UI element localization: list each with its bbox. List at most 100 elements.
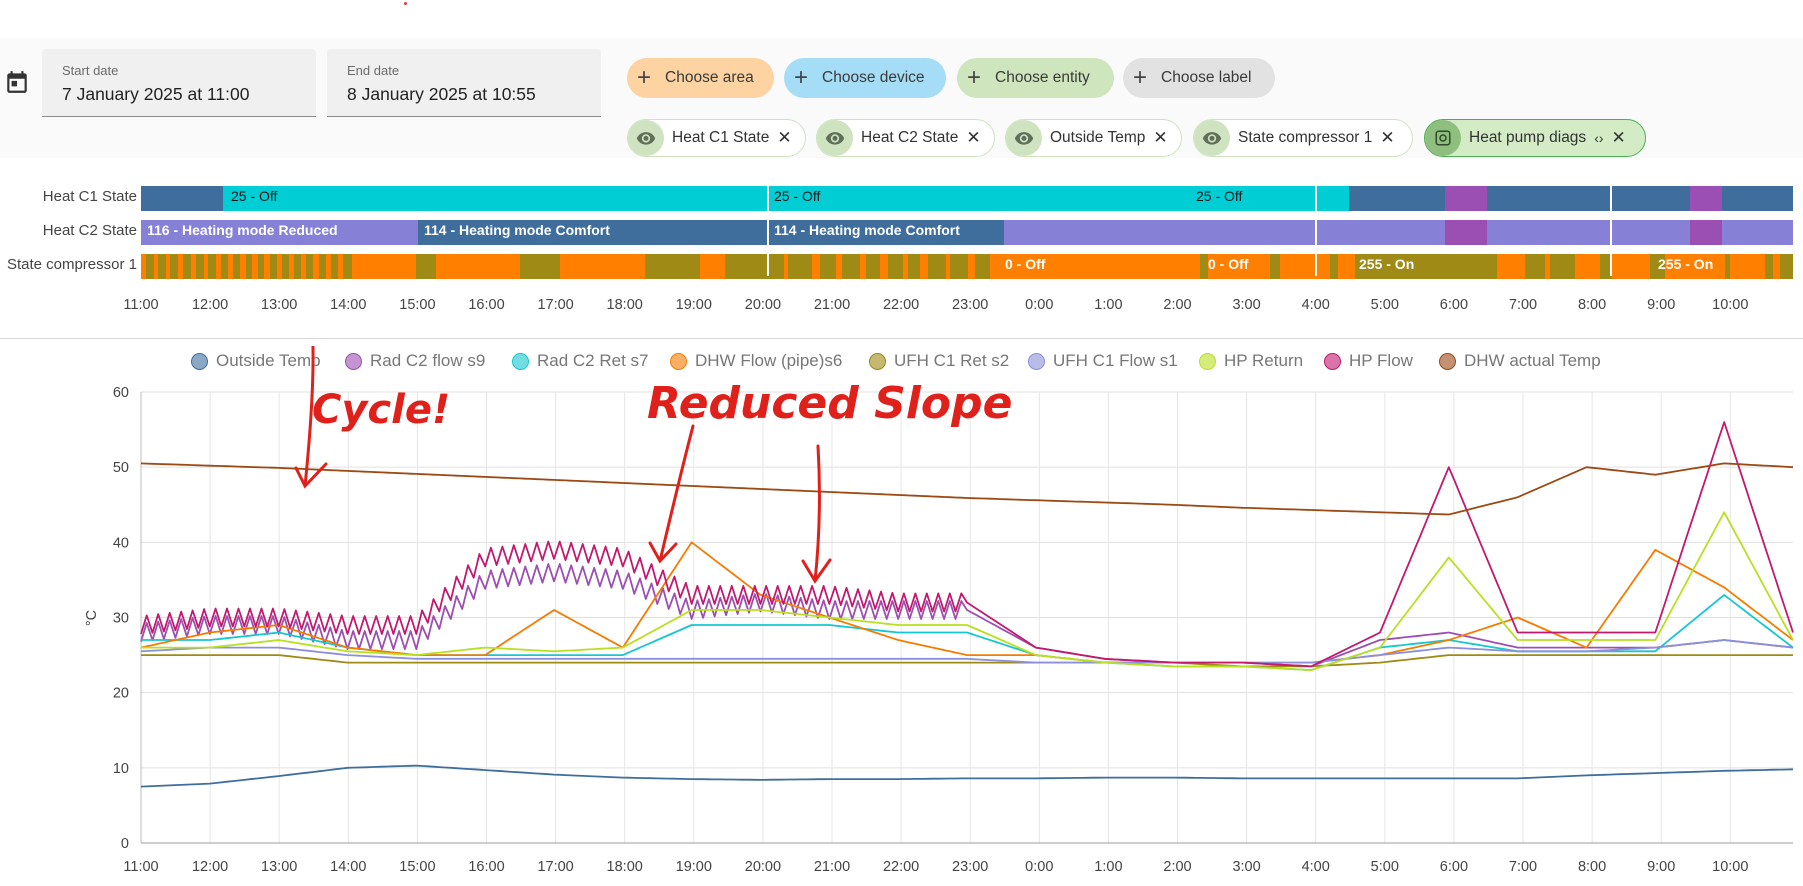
eye-icon[interactable] — [628, 120, 664, 156]
divider — [0, 338, 1803, 339]
time-tick: 17:00 — [537, 297, 573, 313]
time-tick: 19:00 — [676, 297, 712, 313]
timeline-segment — [166, 254, 170, 279]
legend-item[interactable]: UFH C1 Flow s1 — [1028, 351, 1178, 371]
close-icon[interactable]: ✕ — [1611, 128, 1626, 147]
timeline-segment — [1545, 254, 1550, 279]
entity-chip-heat-c2[interactable]: Heat C2 State ✕ — [816, 119, 995, 157]
legend-item[interactable]: UFH C1 Ret s2 — [869, 351, 1009, 371]
x-tick-label: 12:00 — [192, 859, 228, 875]
series-line — [140, 421, 1794, 668]
x-tick-label: 21:00 — [814, 859, 850, 875]
expand-icon[interactable]: ‹› — [1594, 130, 1604, 146]
end-date-field[interactable]: End date 8 January 2025 at 10:55 — [327, 49, 601, 117]
timeline-segment — [418, 220, 1004, 245]
start-date-value: 7 January 2025 at 11:00 — [62, 84, 250, 104]
time-tick: 5:00 — [1371, 297, 1399, 313]
y-tick-label: 10 — [113, 761, 129, 777]
legend-item[interactable]: Rad C2 Ret s7 — [512, 351, 649, 371]
time-tick: 20:00 — [745, 297, 781, 313]
legend-item[interactable]: DHW actual Temp — [1439, 351, 1601, 371]
timeline-segment — [338, 254, 343, 279]
legend-swatch — [1028, 352, 1045, 370]
timeline-segment — [968, 254, 975, 279]
x-tick-label: 8:00 — [1578, 859, 1606, 875]
legend-swatch — [1439, 352, 1456, 370]
timeline-segment — [1690, 220, 1722, 245]
legend-item[interactable]: DHW Flow (pipe)s6 — [670, 351, 842, 371]
choose-label-label: Choose label — [1161, 69, 1252, 86]
timeline-separator — [1610, 182, 1612, 276]
y-tick-label: 60 — [113, 385, 129, 401]
legend-label: Outside Temp — [216, 351, 321, 370]
plus-icon: + — [967, 64, 982, 91]
x-tick-label: 14:00 — [330, 859, 366, 875]
x-tick-label: 0:00 — [1025, 859, 1053, 875]
entity-chip-label: Outside Temp — [1050, 129, 1146, 146]
timeline-segment — [1665, 254, 1725, 279]
timeline-segment — [240, 254, 246, 279]
start-date-field[interactable]: Start date 7 January 2025 at 11:00 — [42, 49, 316, 117]
timeline-segment — [1280, 254, 1330, 279]
legend-swatch — [512, 352, 529, 370]
legend-swatch — [670, 352, 687, 370]
timeline-segment — [1004, 220, 1445, 245]
time-tick: 3:00 — [1232, 297, 1260, 313]
close-icon[interactable]: ✕ — [966, 128, 981, 147]
entity-chip-heat-c1[interactable]: Heat C1 State ✕ — [627, 119, 806, 157]
legend-item[interactable]: HP Flow — [1324, 351, 1413, 371]
close-icon[interactable]: ✕ — [1380, 128, 1395, 147]
time-tick: 10:00 — [1712, 297, 1748, 313]
choose-area-button[interactable]: + Choose area — [627, 58, 774, 98]
timeline-segment — [436, 254, 520, 279]
legend-item[interactable]: Outside Temp — [191, 351, 321, 371]
annotation-reduced-slope: Reduced Slope — [647, 378, 1012, 429]
time-tick: 18:00 — [607, 297, 643, 313]
timeline-segment — [1487, 186, 1609, 211]
timeline-segment — [1730, 254, 1765, 279]
close-icon[interactable]: ✕ — [777, 128, 792, 147]
timeline-segment — [216, 254, 221, 279]
entity-chip-label: Heat C1 State — [672, 129, 770, 146]
legend-label: DHW actual Temp — [1464, 351, 1601, 370]
timeline-segment — [1445, 186, 1487, 211]
eye-icon[interactable] — [1006, 120, 1042, 156]
timeline-segment — [836, 254, 842, 279]
entity-chip-outside-temp[interactable]: Outside Temp ✕ — [1005, 119, 1182, 157]
legend-item[interactable]: Rad C2 flow s9 — [345, 351, 485, 371]
entity-chip-compressor[interactable]: State compressor 1 ✕ — [1193, 119, 1413, 157]
x-tick-label: 23:00 — [952, 859, 988, 875]
timeline-segment — [141, 254, 146, 279]
legend-label: Rad C2 flow s9 — [370, 351, 486, 370]
timeline-segment — [812, 254, 820, 279]
close-icon[interactable]: ✕ — [1153, 128, 1168, 147]
y-axis-label: °C — [84, 610, 100, 626]
choose-entity-button[interactable]: + Choose entity — [957, 58, 1114, 98]
legend-item[interactable]: HP Return — [1199, 351, 1303, 371]
timeline-row-label: State compressor 1 — [7, 256, 137, 273]
legend-label: UFH C1 Flow s1 — [1053, 351, 1178, 370]
timeline-segment — [228, 254, 233, 279]
time-tick: 8:00 — [1578, 297, 1606, 313]
timeline-row-label: Heat C2 State — [43, 222, 137, 239]
choose-device-button[interactable]: + Choose device — [784, 58, 946, 98]
time-tick: 15:00 — [399, 297, 435, 313]
legend-swatch — [191, 352, 208, 370]
legend-label: UFH C1 Ret s2 — [894, 351, 1010, 370]
device-icon[interactable] — [1425, 120, 1461, 156]
line-chart: 0 10 20 30 40 50 60 11:00 12:00 13:00 14:00 15:00 1… — [84, 346, 1794, 875]
entity-chip-heat-pump-diags[interactable]: Heat pump diags ‹› ✕ — [1424, 119, 1646, 157]
timeline-segment — [289, 254, 294, 279]
timeline-segment — [141, 220, 418, 245]
segment-label: 255 - On — [1658, 256, 1713, 272]
calendar-icon[interactable] — [4, 69, 30, 95]
timeline-segment — [560, 254, 645, 279]
timeline-segment — [903, 254, 908, 279]
choose-label-button[interactable]: + Choose label — [1123, 58, 1275, 98]
end-date-label: End date — [347, 63, 400, 78]
eye-icon[interactable] — [817, 120, 853, 156]
x-tick-label: 16:00 — [468, 859, 504, 875]
time-tick: 16:00 — [468, 297, 504, 313]
legend-label: HP Flow — [1349, 351, 1413, 370]
eye-icon[interactable] — [1194, 120, 1230, 156]
